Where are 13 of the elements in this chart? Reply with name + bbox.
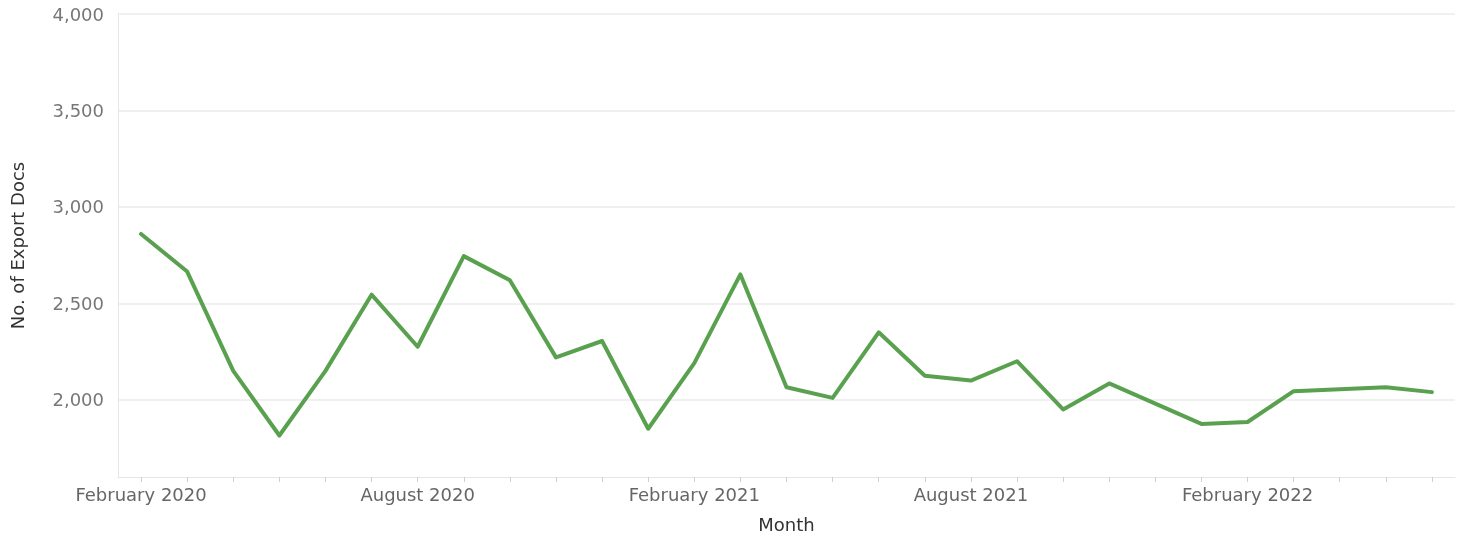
y-tick-label: 3,500	[52, 99, 104, 121]
y-tick-label: 2,000	[52, 389, 104, 411]
x-tick-label: August 2020	[360, 483, 475, 505]
x-tick-label: February 2021	[628, 483, 760, 505]
x-tick-label: February 2020	[75, 483, 207, 505]
y-tick-label: 4,000	[52, 3, 104, 25]
line-series	[139, 231, 1434, 438]
y-tick-label: 2,500	[52, 292, 104, 314]
x-tick-label: February 2022	[1181, 483, 1314, 505]
y-tick-label: 3,000	[52, 196, 104, 218]
x-axis-title: Month	[758, 513, 815, 535]
y-axis-title: No. of Export Docs	[6, 161, 28, 330]
x-tick-label: August 2021	[913, 483, 1029, 505]
